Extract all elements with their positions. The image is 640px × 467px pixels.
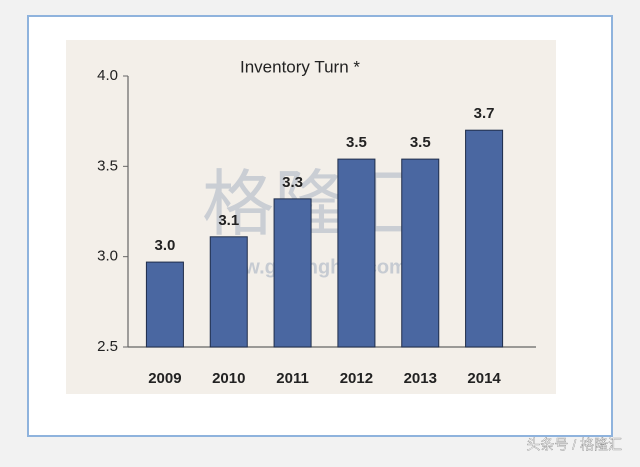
y-tick-label: 3.0 bbox=[97, 248, 118, 265]
x-tick-label: 2013 bbox=[404, 370, 437, 387]
x-tick-label: 2014 bbox=[467, 370, 501, 387]
bar bbox=[273, 198, 312, 348]
bar bbox=[337, 158, 376, 348]
x-tick-label: 2009 bbox=[148, 370, 181, 387]
value-label: 3.5 bbox=[410, 134, 431, 151]
y-tick-label: 2.5 bbox=[97, 338, 118, 355]
bar bbox=[465, 129, 504, 348]
value-label: 3.5 bbox=[346, 134, 367, 151]
credit: 头条号 / 格隆汇 bbox=[526, 437, 622, 453]
value-label: 3.1 bbox=[218, 212, 239, 229]
bar bbox=[209, 236, 248, 348]
value-label: 3.3 bbox=[282, 174, 303, 191]
y-tick-label: 3.5 bbox=[97, 157, 118, 174]
chart-title: Inventory Turn * bbox=[240, 57, 360, 76]
value-label: 3.7 bbox=[474, 105, 495, 122]
x-tick-label: 2011 bbox=[276, 370, 309, 387]
bar bbox=[401, 158, 440, 348]
x-tick-label: 2012 bbox=[340, 370, 373, 387]
y-tick-label: 4.0 bbox=[97, 67, 118, 84]
value-label: 3.0 bbox=[154, 237, 175, 254]
bar bbox=[145, 261, 184, 348]
x-tick-label: 2010 bbox=[212, 370, 245, 387]
